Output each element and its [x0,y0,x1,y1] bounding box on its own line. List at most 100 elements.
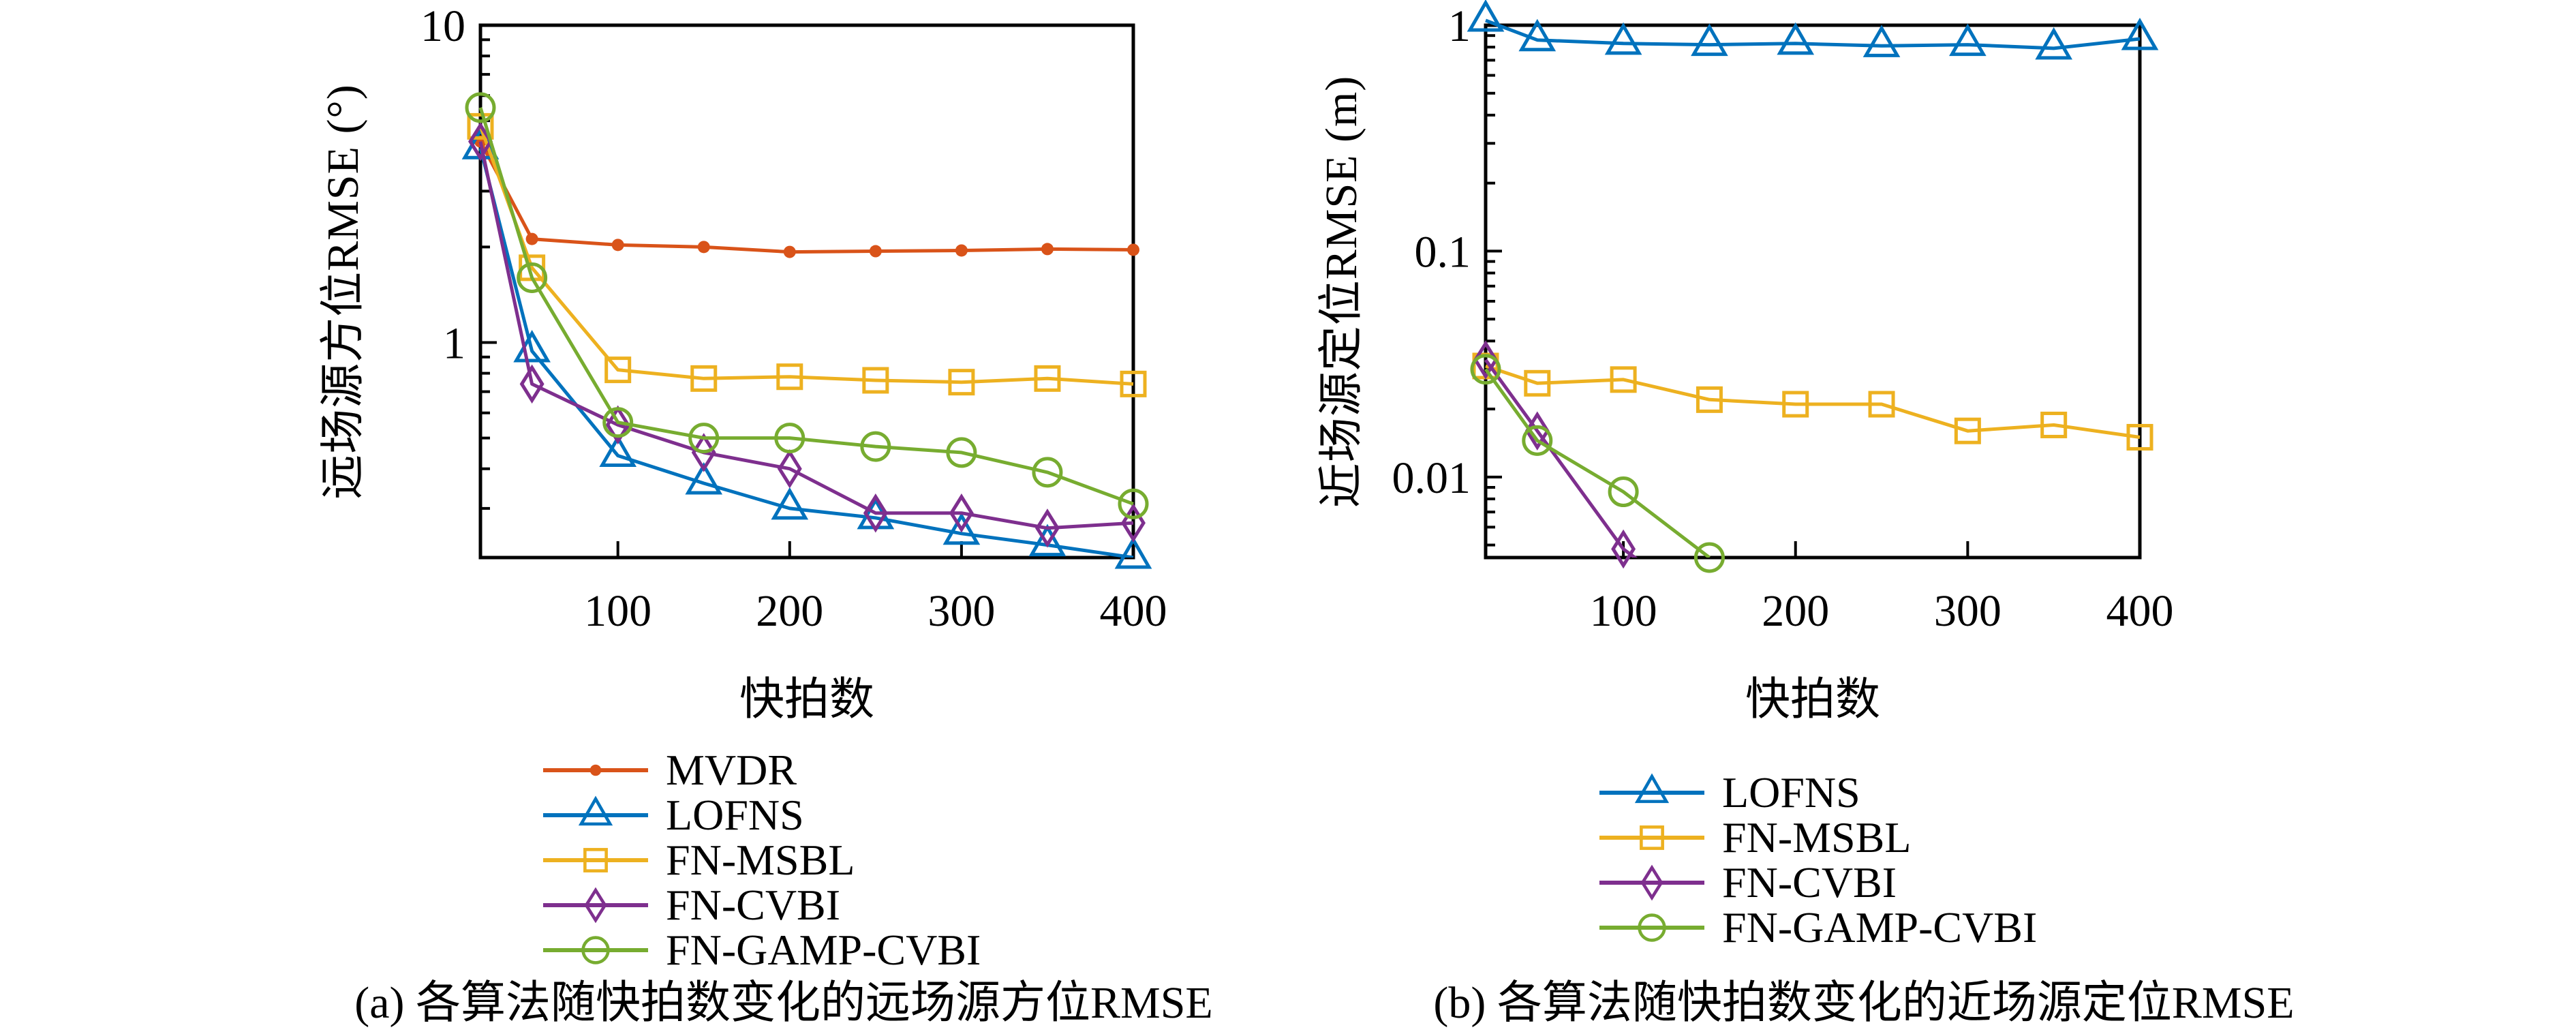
triangle-marker-icon [1604,22,1642,55]
square-marker-icon [1696,386,1723,413]
diamond-marker-icon [605,405,630,445]
x-tick-label: 100 [584,586,651,636]
square-marker-icon [862,367,889,394]
series-fn-cvbi [468,121,1146,548]
legend-label: FN-CVBI [1722,858,1897,907]
left-x-axis-label: 快拍数 [739,675,874,725]
diamond-marker-icon [1524,411,1550,451]
diamond-marker-icon [949,493,974,533]
circle-marker-icon [1118,488,1149,519]
x-tick-label: 300 [927,586,995,636]
square-marker-icon [1524,369,1551,397]
diamond-marker-icon [1640,864,1663,901]
circle-marker-icon [465,92,496,123]
diamond-marker-icon [584,887,607,924]
diamond-marker-icon [468,121,493,162]
series-lofns [461,127,1152,569]
dot-marker-icon [869,245,882,258]
x-tick-label: 300 [1934,586,2002,636]
legend-label: LOFNS [1722,768,1860,817]
series-fn-msbl [467,112,1147,397]
triangle-marker-icon [1777,22,1815,55]
legend-item-fn-gamp-cvbi: FN-GAMP-CVBI [542,928,981,973]
triangle-marker-icon [2035,27,2073,60]
square-marker-icon [1610,366,1637,393]
circle-marker-icon [1032,457,1063,488]
series-line [478,141,1134,530]
legend-item-fn-msbl: FN-MSBL [1598,815,2037,860]
square-marker-icon [2040,411,2068,438]
triangle-marker-icon [1949,23,1987,57]
y-tick-label: 1 [443,318,465,368]
square-marker-icon [467,112,494,140]
lofns-line-sample-icon [543,795,648,826]
fn-msbl-line-sample-icon [1599,825,1704,850]
square-marker-icon [2126,423,2153,451]
x-tick-label: 100 [1590,586,1657,636]
triangle-marker-icon [685,462,723,495]
circle-marker-icon [1608,476,1639,508]
square-marker-icon [690,365,718,392]
legend-item-lofns: LOFNS [542,793,981,838]
fn-cvbi-line-sample-icon [543,887,648,924]
square-marker-icon [1120,370,1147,397]
right-legend: LOFNS FN-MSBL FN-CVBI FN-GAMP-CVBI [1598,770,2037,950]
y-tick-label: 0.01 [1392,453,1471,503]
legend-label: FN-CVBI [666,881,841,929]
square-marker-icon [1640,825,1664,850]
circle-marker-icon [774,423,806,454]
triangle-marker-icon [1691,23,1728,57]
series-line [478,107,1134,506]
series-fn-gamp-cvbi [465,92,1149,519]
legend-item-lofns: LOFNS [1598,770,2037,815]
square-marker-icon [1034,365,1061,392]
series-lofns [1467,0,2159,60]
x-tick-label: 200 [756,586,823,636]
diamond-marker-icon [519,364,545,404]
series-line [478,147,1134,558]
square-marker-icon [1868,391,1895,418]
y-tick-label: 1 [1448,1,1471,51]
square-marker-icon [776,363,803,391]
triangle-marker-icon [1467,0,1505,32]
y-tick-label: 10 [420,1,465,51]
square-marker-icon [604,356,632,384]
dot-marker-icon [697,241,710,254]
triangle-marker-icon [1028,523,1067,557]
fn-gamp-cvbi-line-sample-icon [1599,913,1704,942]
diamond-marker-icon [1611,529,1636,569]
series-fn-msbl [1472,352,2153,451]
series-mvdr [474,135,1139,258]
circle-marker-icon [517,262,548,293]
square-marker-icon [583,848,608,872]
chart-0: 1 10 100 200 300 400 [420,1,1167,636]
diamond-marker-icon [777,449,802,489]
tick-labels: 1 10 100 200 300 400 [420,1,1167,636]
right-y-axis-label: 近场源定位RMSE (m) [1317,75,1366,508]
dot-marker-icon [611,239,624,252]
y-tick-label: 0.1 [1415,227,1471,277]
circle-marker-icon [581,936,610,964]
dot-marker-icon [783,245,796,258]
circle-marker-icon [1522,425,1553,456]
dot-marker-icon [955,244,968,257]
triangle-marker-icon [771,487,809,520]
x-tick-label: 400 [2106,586,2174,636]
caption-subfigure-b: (b) 各算法随快拍数变化的近场源定位RMSE [1433,978,2295,1028]
legend-label: FN-GAMP-CVBI [666,926,981,974]
left-legend: MVDR LOFNS FN-MSBL FN-CVBI FN-GAMP-CVBI [542,748,981,973]
triangle-marker-icon [2121,18,2159,50]
triangle-marker-icon [578,795,613,826]
triangle-marker-icon [1518,18,1557,52]
legend-item-fn-cvbi: FN-CVBI [1598,860,2037,905]
fn-msbl-line-sample-icon [543,848,648,872]
circle-marker-icon [602,407,634,438]
caption-subfigure-a: (a) 各算法随快拍数变化的远场源方位RMSE [354,978,1213,1028]
series-fn-gamp-cvbi [1470,354,1725,573]
x-tick-label: 400 [1100,586,1167,636]
circle-marker-icon [1638,913,1666,942]
square-marker-icon [948,369,975,396]
triangle-marker-icon [599,434,637,467]
series-line [1484,359,1638,558]
